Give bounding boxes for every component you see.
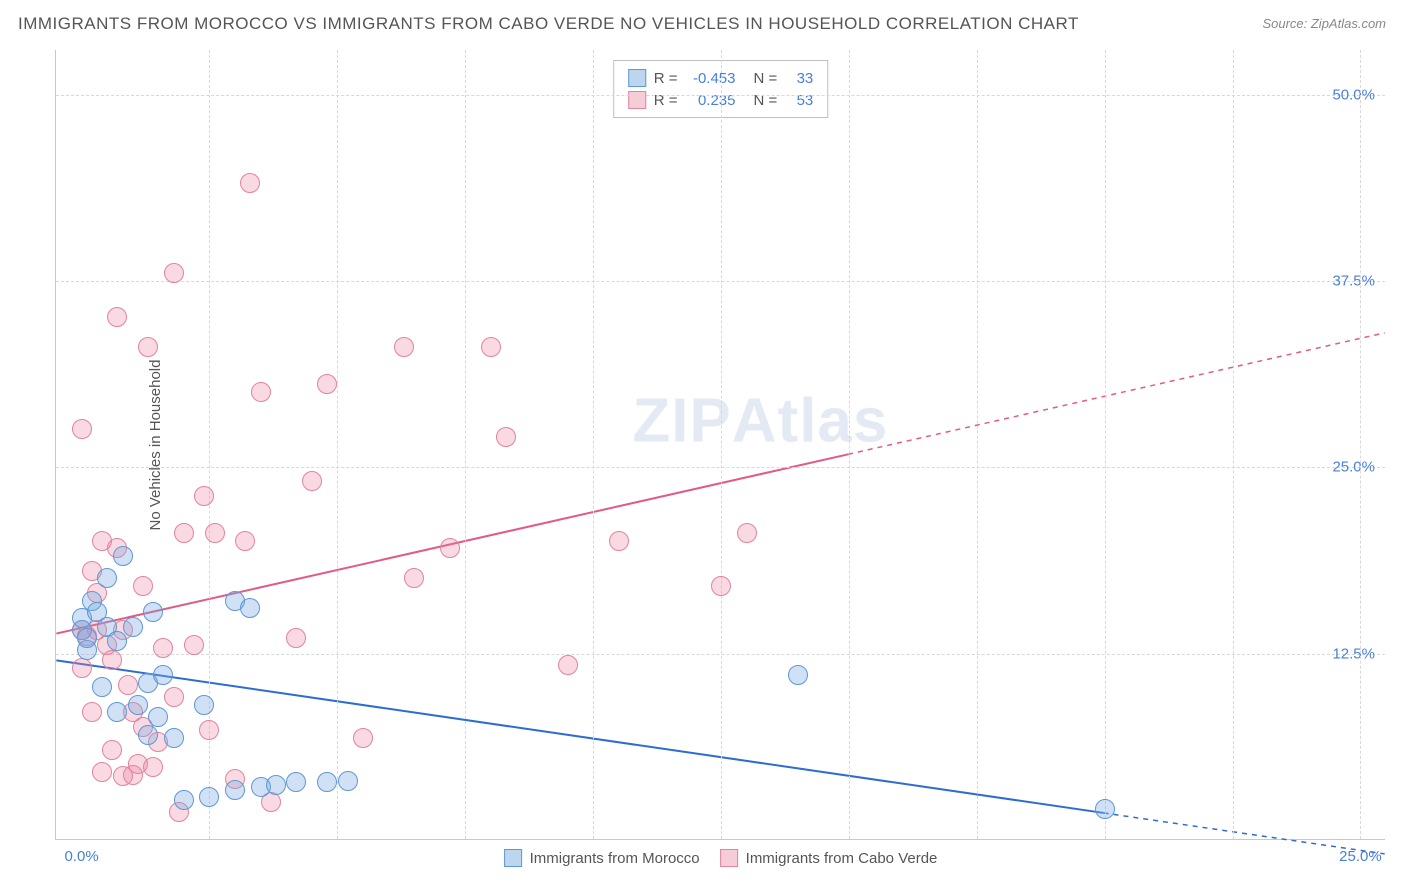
scatter-point-cabo_verde <box>102 740 122 760</box>
scatter-point-cabo_verde <box>102 650 122 670</box>
legend-r-value: -0.453 <box>686 70 736 87</box>
gridline <box>465 50 466 839</box>
trend-line-dashed-cabo_verde <box>848 333 1384 454</box>
x-tick-label: 25.0% <box>1339 848 1382 865</box>
scatter-point-cabo_verde <box>199 720 219 740</box>
scatter-point-cabo_verde <box>302 471 322 491</box>
scatter-point-cabo_verde <box>118 675 138 695</box>
scatter-point-morocco <box>286 772 306 792</box>
gridline <box>721 50 722 839</box>
scatter-point-morocco <box>77 628 97 648</box>
scatter-point-cabo_verde <box>737 523 757 543</box>
scatter-point-morocco <box>788 665 808 685</box>
scatter-point-cabo_verde <box>251 382 271 402</box>
scatter-point-morocco <box>97 568 117 588</box>
scatter-point-cabo_verde <box>82 702 102 722</box>
legend-swatch <box>504 849 522 867</box>
scatter-point-cabo_verde <box>107 307 127 327</box>
scatter-point-cabo_verde <box>240 173 260 193</box>
scatter-point-cabo_verde <box>72 658 92 678</box>
legend-swatch <box>628 91 646 109</box>
legend-r-label: R = <box>654 70 678 87</box>
scatter-point-cabo_verde <box>72 419 92 439</box>
legend-n-value: 33 <box>785 70 813 87</box>
scatter-point-morocco <box>138 725 158 745</box>
y-tick-label: 37.5% <box>1332 273 1375 290</box>
scatter-point-cabo_verde <box>496 427 516 447</box>
scatter-point-cabo_verde <box>353 728 373 748</box>
scatter-point-morocco <box>338 771 358 791</box>
gridline <box>849 50 850 839</box>
scatter-point-cabo_verde <box>711 576 731 596</box>
chart-title: IMMIGRANTS FROM MOROCCO VS IMMIGRANTS FR… <box>18 14 1079 34</box>
scatter-point-cabo_verde <box>164 263 184 283</box>
scatter-point-morocco <box>92 677 112 697</box>
source-attribution: Source: ZipAtlas.com <box>1262 16 1386 31</box>
y-tick-label: 12.5% <box>1332 645 1375 662</box>
scatter-point-morocco <box>199 787 219 807</box>
scatter-point-cabo_verde <box>235 531 255 551</box>
scatter-point-morocco <box>128 695 148 715</box>
scatter-point-cabo_verde <box>286 628 306 648</box>
scatter-point-morocco <box>174 790 194 810</box>
scatter-point-cabo_verde <box>143 757 163 777</box>
scatter-point-cabo_verde <box>164 687 184 707</box>
legend-n-label: N = <box>754 70 778 87</box>
scatter-point-morocco <box>107 702 127 722</box>
series-legend-item-cabo_verde: Immigrants from Cabo Verde <box>720 849 938 867</box>
series-legend-label: Immigrants from Morocco <box>530 850 700 867</box>
scatter-point-cabo_verde <box>138 337 158 357</box>
scatter-point-cabo_verde <box>404 568 424 588</box>
scatter-point-morocco <box>113 546 133 566</box>
scatter-point-morocco <box>240 598 260 618</box>
scatter-point-cabo_verde <box>609 531 629 551</box>
scatter-chart: No Vehicles in Household ZIPAtlas R =-0.… <box>55 50 1385 840</box>
scatter-point-cabo_verde <box>205 523 225 543</box>
scatter-point-morocco <box>1095 799 1115 819</box>
scatter-point-morocco <box>194 695 214 715</box>
scatter-point-cabo_verde <box>481 337 501 357</box>
gridline <box>977 50 978 839</box>
scatter-point-morocco <box>225 780 245 800</box>
scatter-point-morocco <box>164 728 184 748</box>
scatter-point-morocco <box>143 602 163 622</box>
scatter-point-morocco <box>123 617 143 637</box>
series-legend: Immigrants from Morocco Immigrants from C… <box>504 849 938 867</box>
series-legend-item-morocco: Immigrants from Morocco <box>504 849 700 867</box>
scatter-point-cabo_verde <box>558 655 578 675</box>
scatter-point-cabo_verde <box>92 762 112 782</box>
legend-swatch <box>628 69 646 87</box>
y-tick-label: 25.0% <box>1332 459 1375 476</box>
y-tick-label: 50.0% <box>1332 86 1375 103</box>
scatter-point-morocco <box>153 665 173 685</box>
scatter-point-cabo_verde <box>153 638 173 658</box>
gridline <box>1360 50 1361 839</box>
scatter-point-cabo_verde <box>317 374 337 394</box>
x-tick-label: 0.0% <box>64 848 98 865</box>
gridline <box>593 50 594 839</box>
series-legend-label: Immigrants from Cabo Verde <box>746 850 938 867</box>
scatter-point-morocco <box>317 772 337 792</box>
legend-swatch <box>720 849 738 867</box>
scatter-point-cabo_verde <box>174 523 194 543</box>
scatter-point-cabo_verde <box>184 635 204 655</box>
scatter-point-morocco <box>266 775 286 795</box>
scatter-point-cabo_verde <box>194 486 214 506</box>
gridline <box>1105 50 1106 839</box>
gridline <box>337 50 338 839</box>
scatter-point-cabo_verde <box>133 576 153 596</box>
gridline <box>1233 50 1234 839</box>
scatter-point-cabo_verde <box>440 538 460 558</box>
scatter-point-morocco <box>148 707 168 727</box>
scatter-point-cabo_verde <box>394 337 414 357</box>
